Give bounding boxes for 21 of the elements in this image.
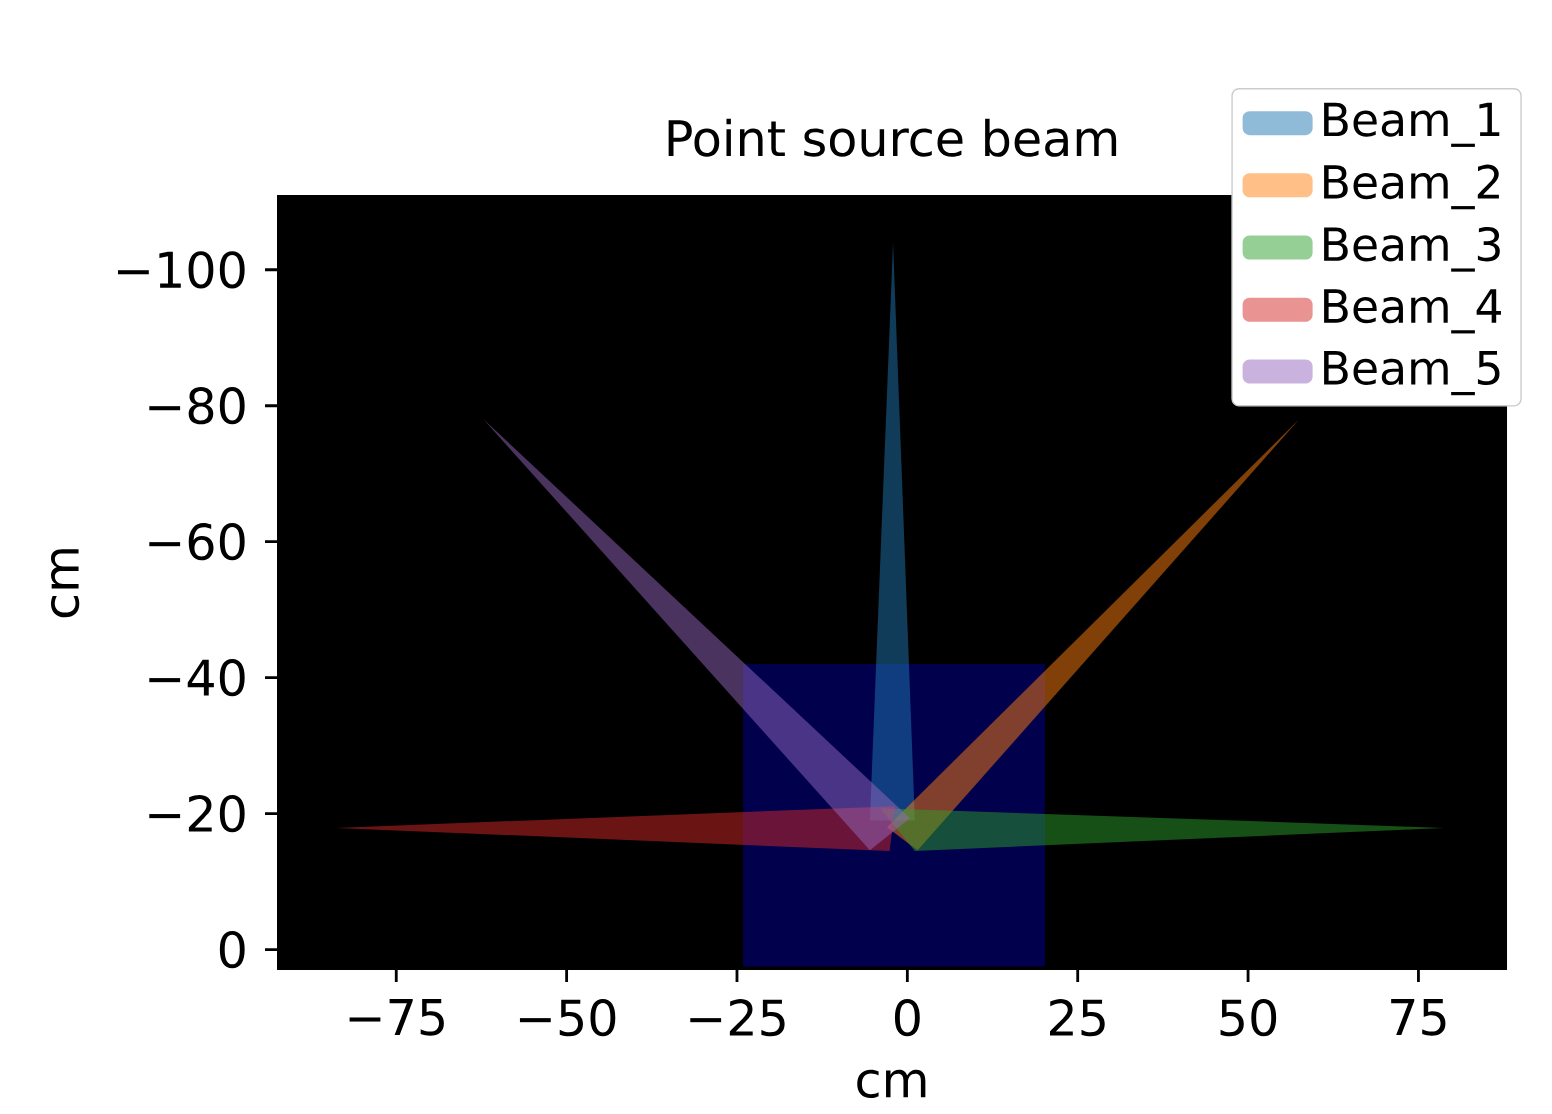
y-tick-label: −40 [149,658,245,697]
chart-title: Point source beam [668,118,1117,157]
x-tick-label: −75 [349,998,444,1036]
x-tick-label: −25 [690,998,785,1037]
x-tick-label: −50 [519,998,616,1037]
legend-label: Beam_4 [1324,289,1501,334]
x-tick-label: 50 [1220,998,1277,1037]
y-tick-label: −20 [149,794,245,833]
y-tick-label: −80 [149,386,245,425]
x-tick-label: 0 [894,998,920,1037]
x-axis-title: cm [857,1069,926,1098]
x-tick-label: 25 [1049,998,1105,1037]
legend-label: Beam_5 [1324,350,1500,395]
y-axis-title: cm [51,548,80,618]
y-tick-label: −60 [149,522,245,561]
y-tick-label: −100 [118,250,245,289]
y-tick-label: 0 [219,930,245,968]
legend-label: Beam_3 [1324,226,1500,272]
legend-label: Beam_1 [1324,102,1500,147]
legend-label: Beam_2 [1324,164,1499,210]
x-tick-label: 75 [1391,998,1446,1036]
